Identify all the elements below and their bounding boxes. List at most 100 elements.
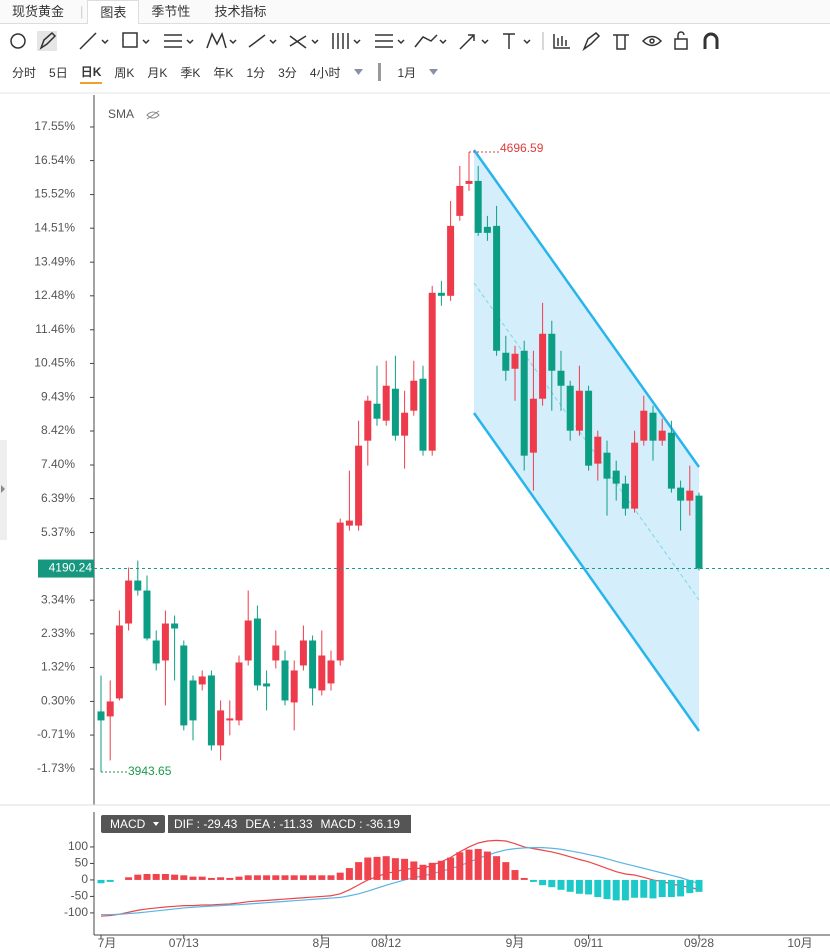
icon[interactable]	[289, 35, 307, 49]
macd-bar	[355, 862, 363, 880]
candle-body	[474, 180, 482, 233]
period[interactable]: 年K	[213, 65, 234, 80]
icon[interactable]	[397, 39, 405, 45]
candle-body	[649, 412, 657, 441]
macd-bar	[272, 875, 280, 880]
icon[interactable]	[375, 34, 393, 48]
macd-bar	[373, 856, 381, 880]
icon[interactable]	[39, 31, 57, 50]
candle-body	[198, 676, 206, 685]
macd-bar	[134, 874, 142, 880]
icon[interactable]	[439, 39, 447, 45]
icon[interactable]	[229, 39, 237, 45]
icon[interactable]	[582, 32, 601, 52]
candle-body	[456, 185, 464, 216]
candle-body	[594, 436, 602, 464]
icon[interactable]	[248, 34, 266, 48]
y-tick-label: 1.32%	[41, 660, 75, 674]
icon[interactable]	[269, 39, 277, 45]
macd-bar	[640, 879, 648, 898]
candle-body	[235, 662, 243, 721]
period[interactable]: 4小时	[309, 65, 341, 80]
candle-body	[410, 380, 418, 411]
icon[interactable]	[674, 38, 688, 50]
macd-bar	[207, 877, 215, 880]
tab[interactable]: 技术指标	[214, 4, 267, 19]
candle-body	[299, 640, 307, 666]
candle-body	[152, 640, 160, 664]
icon[interactable]	[122, 32, 138, 48]
macd-bar	[336, 872, 344, 880]
candle-body	[281, 660, 289, 701]
period[interactable]: 周K	[114, 65, 135, 80]
candle-body	[226, 718, 234, 721]
candle-body	[667, 432, 675, 489]
icon[interactable]	[353, 39, 361, 45]
period[interactable]: 季K	[180, 65, 201, 80]
candle-body	[548, 333, 556, 371]
macd-bar	[483, 851, 491, 880]
icon[interactable]	[101, 39, 109, 45]
y-tick-label: 14.51%	[34, 220, 75, 234]
candle-body	[115, 625, 123, 699]
last-price-tag	[38, 559, 94, 578]
candle-body	[143, 590, 151, 639]
icon[interactable]	[414, 34, 438, 48]
candle-body	[336, 522, 344, 661]
icon[interactable]	[553, 34, 570, 49]
candle-body	[217, 710, 225, 746]
candle-body	[327, 660, 335, 684]
x-tick-label: 09/28	[684, 936, 714, 950]
icon[interactable]	[142, 39, 150, 45]
toolbar-icons	[10, 31, 719, 52]
macd-bar	[253, 875, 261, 880]
icon[interactable]	[206, 31, 227, 49]
dropdown-arrow[interactable]	[353, 67, 364, 77]
readout: MACD : -36.19	[321, 817, 401, 831]
period[interactable]: 分时	[12, 65, 37, 80]
dropdown-arrow[interactable]	[429, 67, 439, 77]
icon[interactable]	[311, 39, 319, 45]
period[interactable]: 月K	[147, 65, 168, 80]
range[interactable]: 1月	[397, 65, 417, 80]
icon[interactable]	[332, 33, 349, 49]
icon[interactable]	[503, 33, 515, 49]
candle-body	[529, 398, 537, 453]
y-tick-label: -1.73%	[37, 761, 75, 775]
candle-body	[428, 292, 436, 451]
channel-mid	[473, 282, 700, 601]
macd-bar	[161, 873, 169, 880]
tab[interactable]: 季节性	[151, 4, 191, 19]
icon[interactable]	[79, 32, 97, 50]
icon[interactable]	[459, 34, 475, 50]
macd-bar	[612, 879, 620, 901]
period[interactable]: 1分	[246, 65, 266, 80]
period[interactable]: 5日	[49, 65, 68, 80]
y-tick-label: 100	[68, 839, 88, 853]
separator	[377, 63, 381, 81]
candle-body	[640, 410, 648, 441]
icon[interactable]	[641, 35, 663, 47]
tab[interactable]: 图表	[87, 0, 140, 24]
macd-bar	[428, 862, 436, 880]
icon[interactable]	[10, 33, 26, 49]
icon[interactable]	[481, 39, 489, 45]
readout: DIF : -29.43	[174, 817, 238, 831]
icon[interactable]	[613, 34, 629, 50]
icon[interactable]	[703, 32, 719, 49]
period[interactable]: 日K	[79, 61, 103, 84]
macd-bar	[235, 876, 243, 880]
candle-body	[447, 225, 455, 296]
candle-body	[631, 442, 639, 509]
icon[interactable]	[186, 39, 194, 45]
icon[interactable]	[164, 34, 182, 48]
period[interactable]: 3分	[278, 65, 297, 80]
macd-bar	[621, 879, 629, 901]
macd-bar	[511, 870, 519, 880]
icon[interactable]	[523, 39, 531, 45]
separator: |	[80, 4, 84, 19]
eye-icon[interactable]	[146, 110, 160, 120]
macd-selector[interactable]	[101, 815, 165, 833]
macd-bar	[447, 857, 455, 880]
dropdown-arrow	[153, 822, 159, 826]
